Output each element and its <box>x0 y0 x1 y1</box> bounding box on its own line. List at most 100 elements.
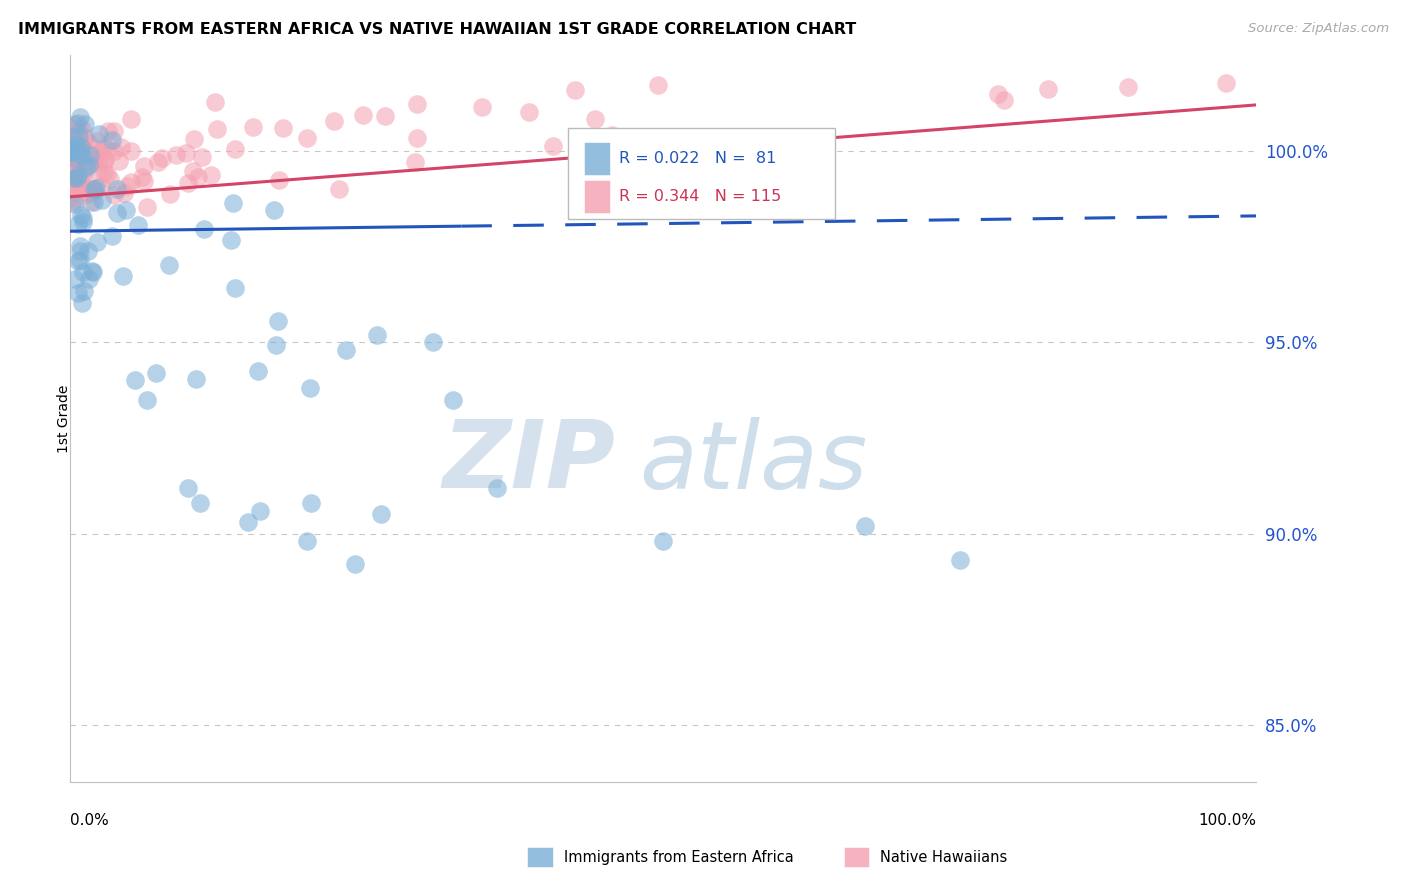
Point <box>131 170 153 185</box>
Y-axis label: 1st Grade: 1st Grade <box>58 384 72 453</box>
Point <box>271 121 294 136</box>
Point <box>120 145 142 159</box>
Point <box>65 272 87 286</box>
Point <box>63 193 86 207</box>
Point <box>370 508 392 522</box>
Point <box>219 234 242 248</box>
Point <box>67 125 90 139</box>
Point <box>66 170 89 185</box>
Point <box>187 169 209 184</box>
Point <box>132 173 155 187</box>
Text: ZIP: ZIP <box>443 417 616 508</box>
Point <box>73 284 96 298</box>
Point <box>77 186 100 200</box>
Point <box>59 156 82 170</box>
Point <box>93 154 115 169</box>
Point <box>105 206 128 220</box>
Point <box>541 138 564 153</box>
Point <box>67 169 90 183</box>
Point <box>59 190 82 204</box>
Point <box>100 172 122 186</box>
Point <box>66 254 89 268</box>
Point <box>159 186 181 201</box>
Point <box>69 252 91 267</box>
Point <box>108 154 131 169</box>
Point <box>79 181 101 195</box>
Point <box>63 152 86 166</box>
Point <box>1215 75 1237 89</box>
Point <box>75 160 97 174</box>
Point <box>82 153 104 167</box>
Point <box>117 178 139 193</box>
Point <box>65 138 87 153</box>
Point <box>323 113 346 128</box>
Point <box>93 165 115 179</box>
Point <box>72 121 94 136</box>
Point <box>67 116 90 130</box>
Text: 100.0%: 100.0% <box>1198 813 1257 828</box>
Point <box>112 268 135 283</box>
Point <box>72 154 94 169</box>
Point <box>298 381 321 395</box>
Point <box>188 496 211 510</box>
Point <box>135 392 157 407</box>
Point <box>564 83 586 97</box>
Point <box>602 128 624 142</box>
Point <box>66 171 89 186</box>
Point <box>73 166 96 180</box>
Point <box>69 111 91 125</box>
Text: atlas: atlas <box>640 417 868 508</box>
Point <box>63 170 86 185</box>
Bar <box>583 142 610 175</box>
Point <box>120 112 142 127</box>
Point <box>120 175 142 189</box>
Point <box>93 139 115 153</box>
Point <box>82 264 104 278</box>
Point <box>184 372 207 386</box>
Point <box>69 145 91 159</box>
Point <box>60 194 83 209</box>
Point <box>264 338 287 352</box>
Point <box>136 200 159 214</box>
Point <box>224 142 246 156</box>
FancyBboxPatch shape <box>568 128 835 219</box>
Point <box>67 168 90 182</box>
Point <box>145 366 167 380</box>
Point <box>77 271 100 285</box>
Point <box>181 164 204 178</box>
Point <box>91 194 114 208</box>
Point <box>62 165 84 179</box>
Point <box>406 130 429 145</box>
Point <box>83 154 105 169</box>
Point <box>583 112 606 127</box>
Point <box>59 120 82 135</box>
Text: Native Hawaiians: Native Hawaiians <box>880 850 1008 864</box>
Point <box>374 109 396 123</box>
Point <box>66 125 89 139</box>
Point <box>183 131 205 145</box>
Point <box>485 481 508 495</box>
Point <box>89 151 111 165</box>
Point <box>86 235 108 249</box>
Point <box>404 154 426 169</box>
Point <box>63 167 86 181</box>
Point <box>200 169 222 183</box>
Point <box>69 239 91 253</box>
Point <box>79 185 101 199</box>
Point <box>101 133 124 147</box>
Point <box>422 335 444 350</box>
Point <box>204 95 226 110</box>
Point <box>949 553 972 567</box>
Point <box>191 150 214 164</box>
Point <box>224 280 246 294</box>
Point <box>76 135 98 149</box>
Point <box>236 515 259 529</box>
Point <box>110 140 132 154</box>
Point <box>222 195 245 210</box>
Point <box>79 148 101 162</box>
Point <box>60 145 83 159</box>
Point <box>335 343 357 357</box>
Point <box>83 194 105 209</box>
Point <box>242 120 264 134</box>
Point <box>177 176 200 190</box>
